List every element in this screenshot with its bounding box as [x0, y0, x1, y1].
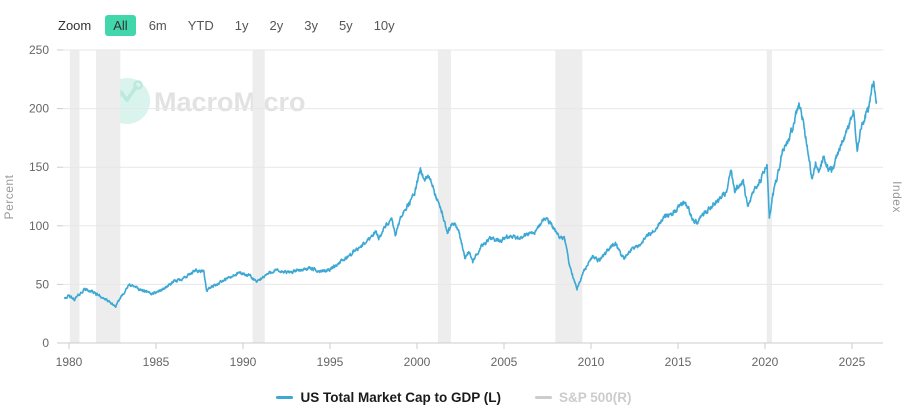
x-axis-tick-label: 1995 — [317, 355, 344, 369]
recession-band — [69, 50, 80, 343]
plot-area[interactable]: 0 50 100 150 200 250 1980 1985 1990 1995 2000 2005 2… — [0, 0, 908, 380]
zoom-button-all[interactable]: All — [105, 15, 136, 36]
x-axis-tick-label: 2015 — [665, 355, 692, 369]
x-axis-tick-label: 2005 — [491, 355, 518, 369]
recession-band — [766, 50, 772, 343]
x-axis-tick-label: 2020 — [752, 355, 779, 369]
y-axis-tick-label: 50 — [36, 277, 50, 291]
legend-label: S&P 500(R) — [559, 390, 632, 405]
recession-band — [555, 50, 583, 343]
x-axis-tick-label: 2000 — [404, 355, 431, 369]
y-axis-tick-label: 250 — [29, 43, 49, 57]
zoom-toolbar: Zoom All 6m YTD 1y 2y 3y 5y 10y — [58, 15, 408, 36]
legend: US Total Market Cap to GDP (L) S&P 500(R… — [0, 390, 908, 405]
y-axis-tick-label: 200 — [29, 102, 49, 116]
y-axis-tick-label: 100 — [29, 219, 49, 233]
x-axis-tick-label: 2010 — [578, 355, 605, 369]
x-axis-tick-label: 1990 — [230, 355, 257, 369]
market-cap-to-gdp-line[interactable] — [63, 80, 878, 308]
zoom-button-2y[interactable]: 2y — [269, 18, 284, 33]
legend-item-sp500[interactable]: S&P 500(R) — [535, 390, 632, 405]
recession-band — [252, 50, 265, 343]
legend-marker-blue-line — [276, 396, 294, 399]
y-axis-tick-label: 150 — [29, 160, 49, 174]
recession-band — [437, 50, 451, 343]
y-axis-tick-label: 0 — [42, 336, 49, 350]
zoom-button-ytd[interactable]: YTD — [187, 18, 214, 33]
zoom-button-10y[interactable]: 10y — [373, 18, 395, 33]
x-axis-tick-label: 2025 — [839, 355, 866, 369]
x-axis-tick-label: 1985 — [143, 355, 170, 369]
x-axis-tick-label: 1980 — [56, 355, 83, 369]
zoom-button-6m[interactable]: 6m — [148, 18, 167, 33]
zoom-label: Zoom — [58, 18, 92, 33]
zoom-button-1y[interactable]: 1y — [234, 18, 249, 33]
zoom-button-5y[interactable]: 5y — [338, 18, 353, 33]
legend-marker-gray-line — [535, 396, 552, 399]
zoom-button-3y[interactable]: 3y — [304, 18, 318, 33]
recession-band — [95, 50, 121, 343]
legend-item-market-cap-to-gdp[interactable]: US Total Market Cap to GDP (L) — [276, 390, 501, 405]
legend-label: US Total Market Cap to GDP (L) — [300, 390, 501, 405]
